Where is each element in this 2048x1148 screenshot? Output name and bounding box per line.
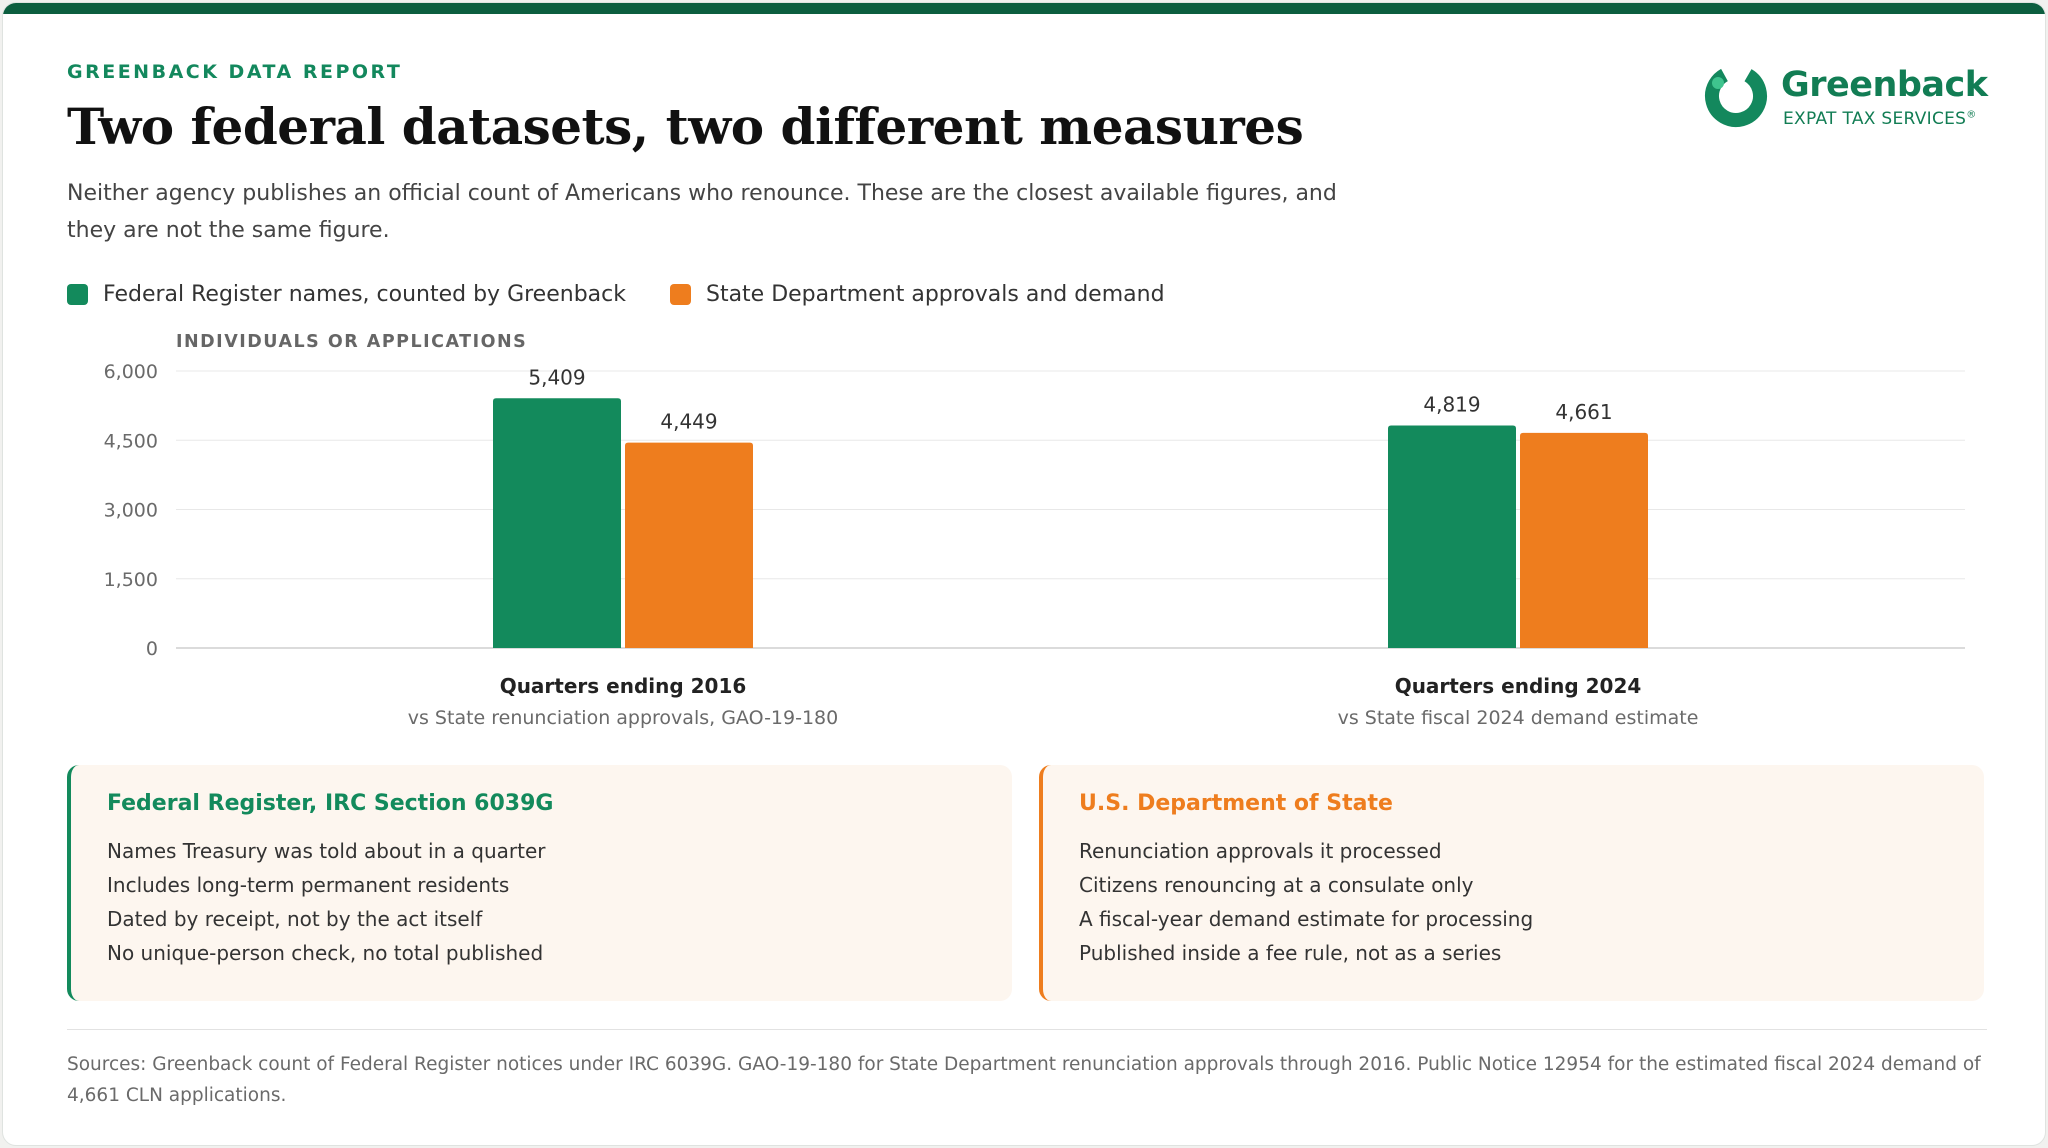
bar-value-label: 4,819 bbox=[1423, 393, 1480, 417]
y-tick-label: 6,000 bbox=[104, 361, 158, 383]
panel-title: U.S. Department of State bbox=[1079, 791, 1393, 816]
y-tick-label: 0 bbox=[146, 638, 158, 660]
panel-line: Citizens renouncing at a consulate only bbox=[1079, 873, 1474, 897]
bar bbox=[625, 442, 753, 648]
greenback-logo: Greenback EXPAT TAX SERVICES® bbox=[1701, 61, 1991, 141]
legend-swatch-orange bbox=[669, 283, 691, 305]
sources-note: Sources: Greenback count of Federal Regi… bbox=[67, 1054, 1981, 1106]
panel-line: Includes long-term permanent residents bbox=[107, 873, 510, 897]
panel-line: Published inside a fee rule, not as a se… bbox=[1079, 941, 1502, 965]
report-label: GREENBACK DATA REPORT bbox=[67, 61, 403, 83]
top-accent-bar bbox=[3, 3, 2045, 14]
y-tick-label: 4,500 bbox=[104, 430, 158, 452]
panel-line: Renunciation approvals it processed bbox=[1079, 839, 1442, 863]
x-category-label: Quarters ending 2024 bbox=[1395, 674, 1642, 698]
bar bbox=[493, 398, 621, 648]
page-title: Two federal datasets, two different meas… bbox=[67, 97, 1304, 156]
y-tick-label: 3,000 bbox=[104, 500, 158, 522]
panel-title: Federal Register, IRC Section 6039G bbox=[107, 791, 554, 816]
chart-legend: Federal Register names, counted by Green… bbox=[67, 279, 1209, 309]
footer-divider bbox=[67, 1029, 1987, 1030]
panel-line: A fiscal-year demand estimate for proces… bbox=[1079, 907, 1534, 931]
legend-swatch-green bbox=[67, 283, 88, 305]
panel-line: Names Treasury was told about in a quart… bbox=[107, 839, 546, 863]
state-department-panel: U.S. Department of State Renunciation ap… bbox=[1039, 765, 1984, 1001]
bar-chart: 6,000 4,500 3,000 1,500 0 5,409 4,449 Quarters … bbox=[104, 361, 1965, 729]
bar-value-label: 4,661 bbox=[1555, 400, 1612, 424]
logo-tagline: EXPAT TAX SERVICES® bbox=[1783, 109, 1977, 129]
x-category-note: vs State renunciation approvals, GAO-19-… bbox=[408, 707, 838, 729]
legend-item-federal-register: Federal Register names, counted by Green… bbox=[67, 282, 626, 307]
bar bbox=[1520, 432, 1648, 648]
page-subtitle: Neither agency publishes an official cou… bbox=[67, 181, 1337, 243]
legend-label: Federal Register names, counted by Green… bbox=[103, 281, 626, 307]
logo-name: Greenback bbox=[1781, 65, 1988, 105]
greenback-ring-icon bbox=[1705, 65, 1767, 127]
bar bbox=[1388, 425, 1516, 648]
panel-line: Dated by receipt, not by the act itself bbox=[107, 907, 483, 931]
bar-value-label: 5,409 bbox=[528, 365, 585, 389]
bar-value-label: 4,449 bbox=[660, 410, 717, 434]
x-category-note: vs State fiscal 2024 demand estimate bbox=[1338, 707, 1699, 729]
registered-mark: ® bbox=[1966, 109, 1977, 121]
legend-label: State Department approvals and demand bbox=[705, 281, 1165, 307]
federal-register-panel: Federal Register, IRC Section 6039G Name… bbox=[67, 765, 1012, 1001]
x-category-label: Quarters ending 2016 bbox=[500, 674, 747, 698]
panel-line: No unique-person check, no total publish… bbox=[107, 941, 544, 965]
legend-item-state-department: State Department approvals and demand bbox=[669, 281, 1165, 307]
y-axis-title: INDIVIDUALS OR APPLICATIONS bbox=[176, 332, 528, 352]
y-tick-label: 1,500 bbox=[104, 569, 158, 591]
